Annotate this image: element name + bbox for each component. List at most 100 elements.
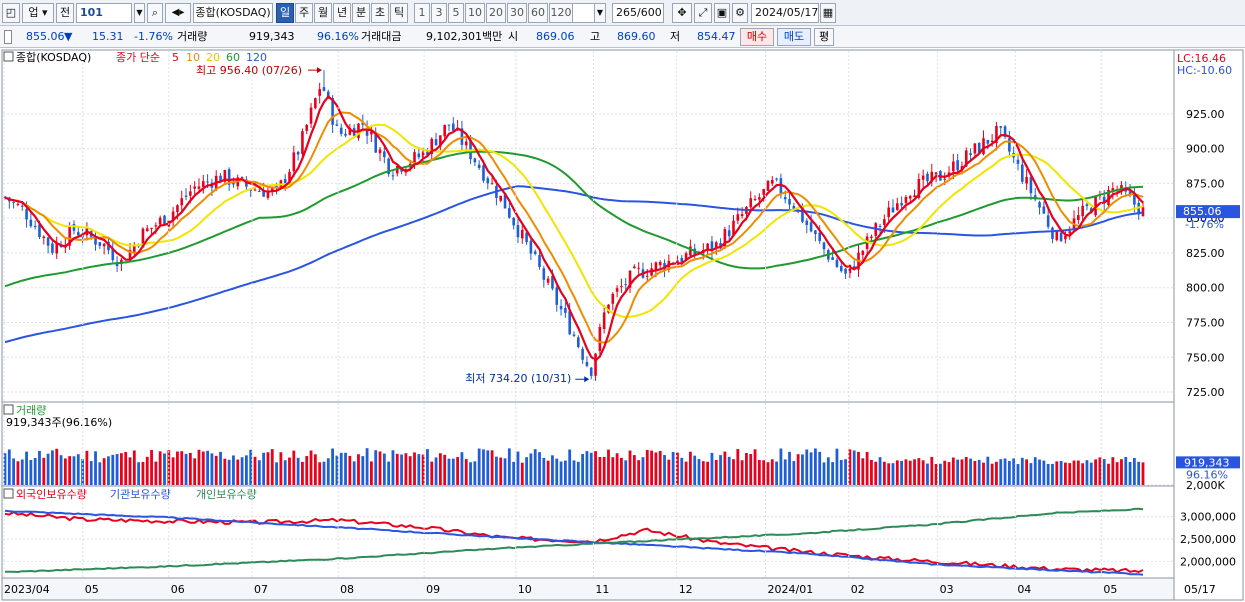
candle-body xyxy=(296,151,300,155)
holdings-y-tick: 2,000,000 xyxy=(1180,555,1236,568)
period-button[interactable]: 분 xyxy=(352,3,370,23)
volume-bar xyxy=(826,457,830,485)
volume-bar xyxy=(977,459,981,485)
crosshair-icon[interactable]: ✥ xyxy=(672,3,692,23)
volume-bar xyxy=(331,448,335,485)
interval-button[interactable]: 60 xyxy=(528,3,548,23)
candle-body xyxy=(844,268,847,274)
candle-body xyxy=(387,158,390,175)
code-dropdown-icon[interactable]: ▼ xyxy=(134,3,145,23)
candle-body xyxy=(33,225,37,228)
interval-button[interactable]: 120 xyxy=(549,3,573,23)
volume-bar xyxy=(831,462,835,485)
candle-body xyxy=(1051,227,1054,239)
window-menu-icon[interactable]: ◰ xyxy=(2,3,20,23)
date-field[interactable]: 2024/05/17 xyxy=(751,3,819,23)
candle-body xyxy=(589,367,593,376)
period-button[interactable]: 월 xyxy=(314,3,332,23)
candle-body xyxy=(654,262,658,271)
buy-button[interactable]: 매수 xyxy=(740,28,774,46)
volume-bar xyxy=(214,455,218,485)
last-volume-box xyxy=(1176,456,1240,469)
volume-bar xyxy=(477,448,481,485)
interval-dropdown-icon[interactable]: ▼ xyxy=(594,3,606,23)
search-icon[interactable]: ⌕ xyxy=(147,3,163,23)
period-button[interactable]: 일 xyxy=(276,3,294,23)
interval-button[interactable]: 1 xyxy=(414,3,430,23)
volume-bar xyxy=(495,456,498,485)
market-select[interactable]: 업 ▾ xyxy=(22,3,54,23)
volume-bar xyxy=(1059,460,1063,485)
interval-button[interactable]: 30 xyxy=(507,3,527,23)
prev-button[interactable]: 전 xyxy=(56,3,74,23)
period-button[interactable]: 주 xyxy=(295,3,313,23)
volume-ratio: 96.16% xyxy=(317,30,359,43)
volume-bar xyxy=(145,456,149,485)
candle-body xyxy=(615,288,619,292)
volume-bar xyxy=(990,463,994,485)
candle-body xyxy=(943,178,947,180)
candle-body xyxy=(374,132,378,153)
volume-bar xyxy=(370,461,373,485)
volume-bar xyxy=(693,455,697,485)
candle-body xyxy=(628,270,632,288)
sell-button[interactable]: 매도 xyxy=(777,28,811,46)
candle-body xyxy=(732,220,735,235)
period-button[interactable]: 년 xyxy=(333,3,351,23)
volume-y-tick: 2,000K xyxy=(1186,479,1225,492)
interval-button[interactable]: 5 xyxy=(448,3,464,23)
volume-bar xyxy=(818,451,822,485)
volume-bar xyxy=(344,452,347,485)
stock-chart[interactable]: 925.00900.00875.00850.00825.00800.00775.… xyxy=(0,49,1245,602)
candle-body xyxy=(620,286,623,288)
period-button[interactable]: 초 xyxy=(371,3,389,23)
candle-body xyxy=(301,131,304,154)
interval-button[interactable]: 20 xyxy=(486,3,506,23)
volume-bar xyxy=(969,458,972,485)
ma10-line xyxy=(4,111,1144,344)
count-field[interactable]: 265/600 xyxy=(612,3,664,23)
interval-button[interactable]: 3 xyxy=(431,3,447,23)
save-icon[interactable]: ▣ xyxy=(714,3,730,23)
volume-bar xyxy=(667,459,671,485)
calendar-icon[interactable]: ▦ xyxy=(820,3,836,23)
volume-bar xyxy=(973,460,977,485)
volume-bar xyxy=(516,451,520,485)
candle-body xyxy=(762,189,765,195)
candle-body xyxy=(1133,194,1136,205)
candle-body xyxy=(572,334,576,336)
volume-bar xyxy=(227,459,231,485)
volume-bar xyxy=(533,449,537,485)
last-volume-text: 919,343 xyxy=(1184,456,1230,469)
candle-body xyxy=(508,208,511,218)
volume-bar xyxy=(318,462,322,485)
candle-body xyxy=(344,133,347,136)
speaker-icon[interactable]: ◀▸ xyxy=(165,3,191,23)
candle-body xyxy=(249,189,253,191)
interval-button[interactable]: 10 xyxy=(465,3,485,23)
candle-body xyxy=(891,207,895,213)
volume-bar xyxy=(456,457,460,485)
candle-body xyxy=(895,203,899,211)
candle-body xyxy=(956,160,959,171)
candle-body xyxy=(512,217,515,226)
volume-bar xyxy=(29,459,33,485)
candle-body xyxy=(1042,206,1046,214)
volume-bar xyxy=(891,463,895,485)
volume-bar xyxy=(688,451,692,485)
volume-bar xyxy=(852,450,856,485)
volume-bar xyxy=(999,459,1003,485)
period-button[interactable]: 틱 xyxy=(390,3,408,23)
candle-body xyxy=(792,205,796,210)
amount-label: 거래대금 xyxy=(361,30,402,43)
volume-bar xyxy=(676,452,679,485)
volume-bar xyxy=(154,461,158,485)
volume-bar xyxy=(736,449,740,485)
eval-button[interactable]: 평 xyxy=(814,28,834,46)
volume-bar xyxy=(710,452,714,485)
scale-icon[interactable]: ⤢ xyxy=(694,3,712,23)
code-input[interactable]: 101 xyxy=(76,3,132,23)
volume-bar xyxy=(490,450,494,485)
x-tick-label: 09 xyxy=(426,583,440,596)
gear-icon[interactable]: ⚙ xyxy=(732,3,748,23)
